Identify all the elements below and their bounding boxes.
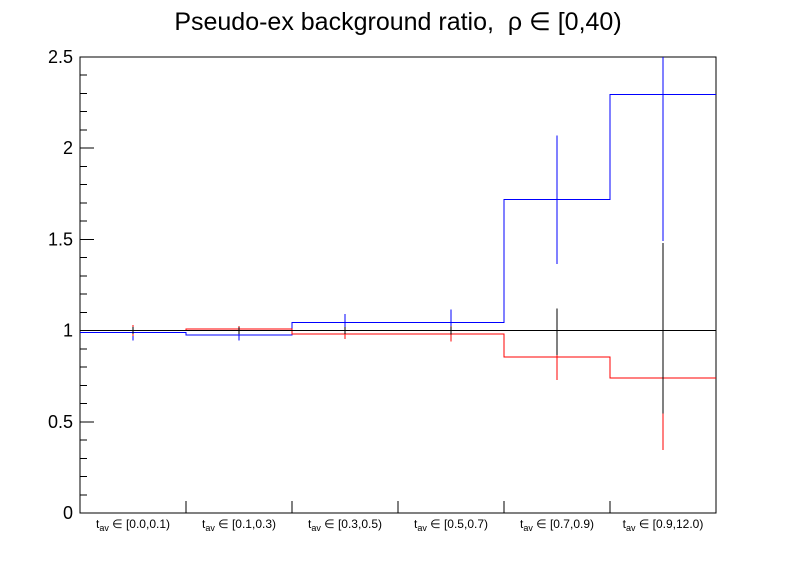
y-tick-label: 0 — [63, 503, 73, 523]
plot-title: Pseudo-ex background ratio, ρ ∈ [0,40) — [174, 8, 622, 36]
y-tick-label: 1 — [63, 321, 73, 341]
x-bin-label: tav ∈ [0.5,0.7) — [414, 517, 488, 533]
y-tick-label: 2.5 — [48, 47, 73, 67]
x-bin-label: tav ∈ [0.7,0.9) — [520, 517, 594, 533]
x-bin-label: tav ∈ [0.1,0.3) — [202, 517, 276, 533]
y-tick-label: 2 — [63, 138, 73, 158]
y-tick-label: 0.5 — [48, 412, 73, 432]
plot-frame — [79, 56, 717, 514]
x-bin-label: tav ∈ [0.3,0.5) — [308, 517, 382, 533]
y-tick-label: 1.5 — [48, 229, 73, 249]
x-bin-label: tav ∈ [0.0,0.1) — [96, 517, 170, 533]
blue-ratio-step-line — [80, 93, 716, 336]
red-ratio-step-line — [80, 328, 716, 379]
x-bin-label: tav ∈ [0.9,12.0) — [623, 517, 704, 533]
